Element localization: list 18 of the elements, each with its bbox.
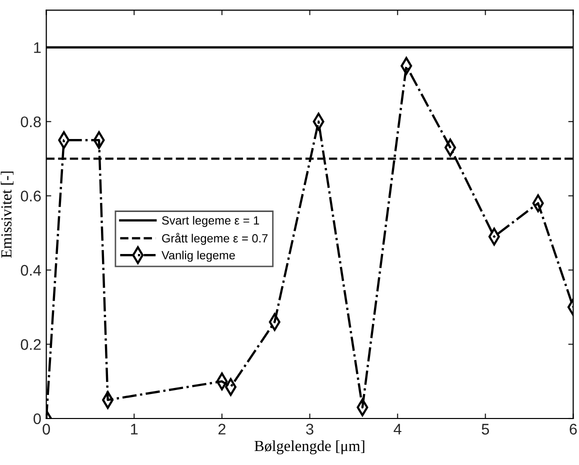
x-tick-label: 5 [482,424,490,435]
y-tick-label: 0 [34,413,41,424]
y-tick-label: 0.8 [20,116,41,128]
x-tick-label: 2 [218,424,226,434]
y-tick-label: 0.4 [20,264,42,276]
x-tick-label: 0 [42,424,50,435]
legend-label: Svart legeme ε = 1 [162,216,260,227]
x-tick-label: 1 [131,424,138,434]
legend-label: Grått legeme ε = 0.7 [162,232,268,245]
y-tick-label: 0.6 [20,190,41,202]
x-axis-title: Bølgelengde [μm] [254,440,364,454]
x-tick-label: 3 [306,424,314,435]
x-tick-label: 6 [570,424,577,435]
y-tick-label: 1 [34,42,41,53]
y-axis-title: Emissivitet [-] [0,172,14,258]
legend-label: Vanlig legeme [162,250,235,262]
y-tick-label: 0.2 [20,339,41,350]
x-tick-label: 4 [394,424,402,434]
